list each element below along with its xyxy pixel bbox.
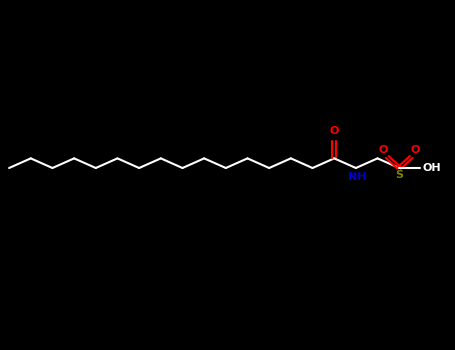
Text: O: O (329, 126, 339, 136)
Text: NH: NH (348, 172, 366, 182)
Text: S: S (395, 170, 403, 181)
Text: O: O (410, 145, 420, 155)
Text: OH: OH (423, 163, 441, 173)
Text: O: O (379, 145, 388, 155)
